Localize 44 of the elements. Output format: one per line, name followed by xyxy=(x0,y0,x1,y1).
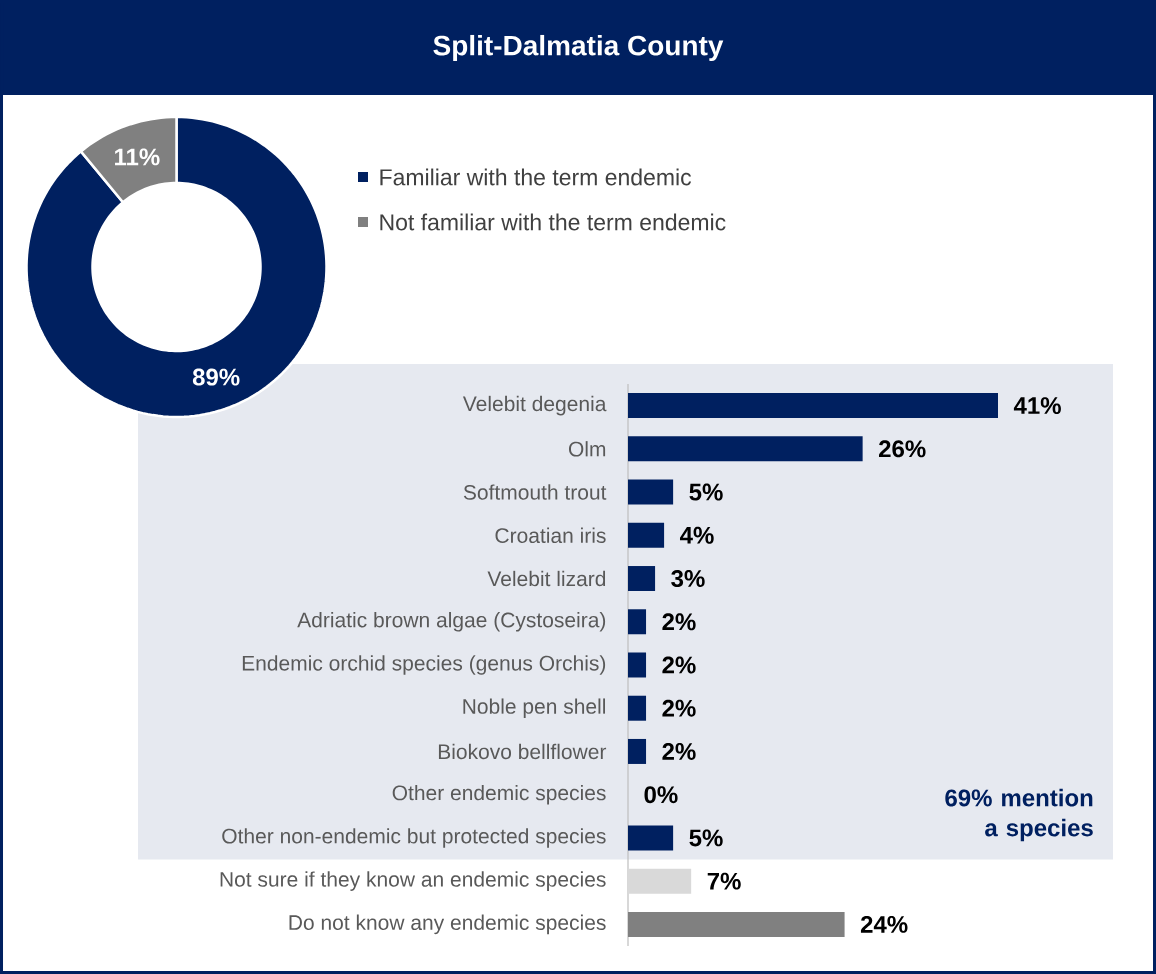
y-tick-label: Adriatic brown algae (Cystoseira) xyxy=(297,611,606,632)
data-label: 3% xyxy=(671,570,705,588)
bar xyxy=(628,566,656,592)
y-tick-label: Croatian iris xyxy=(495,527,606,544)
bar xyxy=(628,695,647,721)
data-label: 2% xyxy=(662,699,696,717)
bar xyxy=(628,609,647,635)
annotation: 69% mention a species xyxy=(945,788,1093,842)
legend-label: Familiar with the term endemic xyxy=(380,168,692,186)
data-label: 7% xyxy=(707,872,741,890)
bar xyxy=(628,436,863,462)
data-label: 2% xyxy=(662,613,696,631)
y-tick-label: Other endemic species xyxy=(392,784,606,805)
y-tick-label: Velebit lizard xyxy=(487,570,606,587)
bar xyxy=(628,738,647,764)
y-tick-label: Not sure if they know an endemic species xyxy=(220,871,606,891)
data-label: 5% xyxy=(689,483,723,501)
data-label: 11% xyxy=(115,148,160,166)
legend-label: Not familiar with the term endemic xyxy=(380,213,726,231)
data-label: 2% xyxy=(662,656,696,674)
bar xyxy=(628,652,647,678)
y-tick-label: Other non-endemic but protected species xyxy=(222,828,606,848)
bar xyxy=(628,825,674,851)
data-label: 5% xyxy=(689,829,723,847)
y-tick-label: Biokovo bellflower xyxy=(438,743,607,760)
data-label: 2% xyxy=(662,742,696,760)
bar xyxy=(628,522,665,548)
chart-title: Split-Dalmatia County xyxy=(433,34,724,62)
bar xyxy=(628,868,692,894)
data-label: 4% xyxy=(679,526,714,544)
bar xyxy=(628,393,998,419)
y-tick-label: Olm xyxy=(568,441,606,457)
y-tick-label: Do not know any endemic species xyxy=(289,914,606,935)
data-label: 41% xyxy=(1013,397,1061,415)
y-tick-label: Endemic orchid species (genus Orchis) xyxy=(242,655,606,675)
data-label: 24% xyxy=(860,915,908,933)
bar xyxy=(628,911,845,937)
data-label: 0% xyxy=(644,786,678,804)
data-label: 26% xyxy=(879,440,926,458)
y-tick-label: Noble pen shell xyxy=(463,698,606,719)
data-label: 89% xyxy=(192,368,240,386)
bar xyxy=(628,479,674,505)
y-tick-label: Softmouth trout xyxy=(463,484,607,500)
y-tick-label: Velebit degenia xyxy=(462,395,607,416)
